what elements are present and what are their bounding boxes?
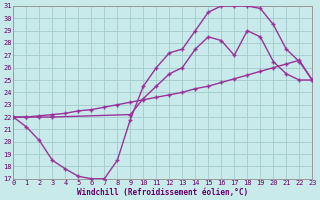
X-axis label: Windchill (Refroidissement éolien,°C): Windchill (Refroidissement éolien,°C)	[77, 188, 248, 197]
